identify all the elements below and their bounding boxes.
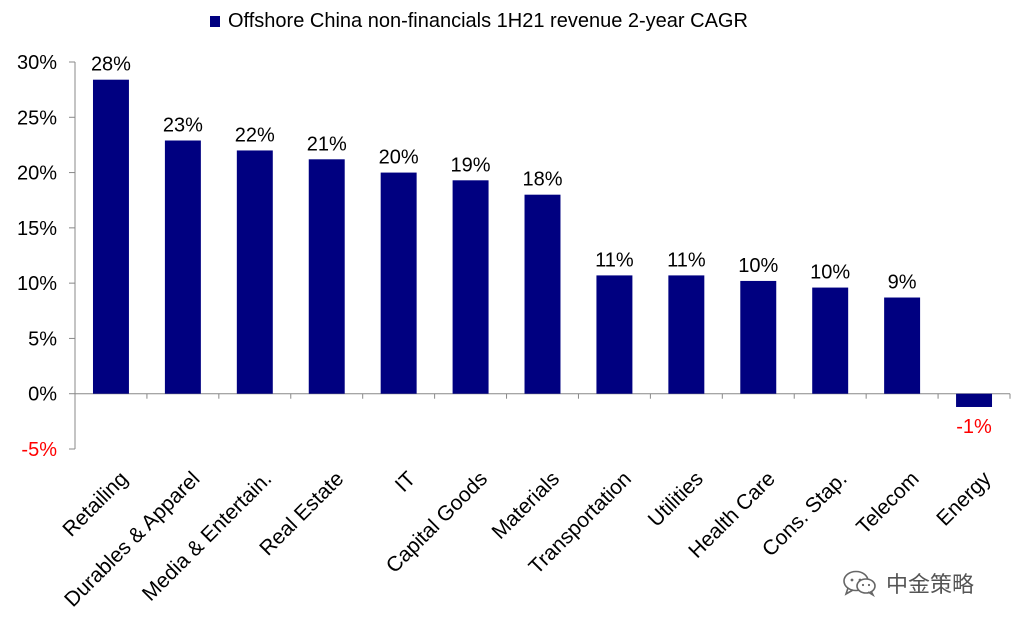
- bar: [92, 79, 129, 394]
- category-label: Energy: [932, 467, 996, 531]
- y-tick-label: 20%: [17, 163, 57, 185]
- data-label: 19%: [451, 154, 491, 176]
- legend: Offshore China non-financials 1H21 reven…: [210, 10, 748, 33]
- data-label: 10%: [810, 262, 850, 284]
- data-label: -1%: [956, 416, 992, 438]
- data-label: 22%: [235, 124, 275, 146]
- data-label: 10%: [738, 255, 778, 277]
- watermark-text: 中金策略: [886, 572, 975, 597]
- data-label: 21%: [307, 133, 347, 155]
- category-label: Utilities: [644, 467, 708, 531]
- wechat-icon: [843, 570, 876, 597]
- category-label: Telecom: [852, 467, 924, 539]
- category-label: IT: [391, 467, 421, 497]
- data-label: 28%: [91, 54, 131, 76]
- bar: [740, 280, 777, 394]
- bar: [956, 393, 993, 407]
- legend-label: Offshore China non-financials 1H21 reven…: [228, 10, 748, 32]
- y-tick-label: -5%: [21, 439, 57, 461]
- data-label: 11%: [595, 249, 634, 271]
- bar: [812, 287, 849, 394]
- bar: [884, 297, 921, 394]
- category-label: Durables & Apparel: [60, 467, 204, 611]
- bar: [452, 180, 489, 394]
- y-tick-label: 25%: [17, 107, 57, 129]
- bar: [380, 172, 417, 394]
- bar: [596, 275, 633, 394]
- bar: [668, 275, 705, 394]
- legend-swatch: [210, 16, 220, 27]
- y-tick-label: 10%: [17, 273, 57, 295]
- bar: [308, 159, 345, 394]
- data-label: 9%: [888, 272, 917, 294]
- bar: [236, 150, 273, 394]
- y-tick-label: 5%: [28, 328, 57, 350]
- category-label: Materials: [488, 467, 565, 544]
- bar: [524, 194, 561, 394]
- category-label: Retailing: [58, 467, 132, 541]
- data-label: 23%: [163, 115, 203, 137]
- y-tick-label: 30%: [17, 52, 57, 74]
- y-tick-label: 15%: [17, 218, 57, 240]
- y-tick-label: 0%: [28, 384, 57, 406]
- category-label: Media & Entertain.: [138, 467, 276, 605]
- data-label: 11%: [667, 249, 706, 271]
- watermark: 中金策略: [842, 567, 974, 599]
- bar: [164, 140, 201, 394]
- data-label: 18%: [522, 169, 562, 191]
- data-label: 20%: [379, 147, 419, 169]
